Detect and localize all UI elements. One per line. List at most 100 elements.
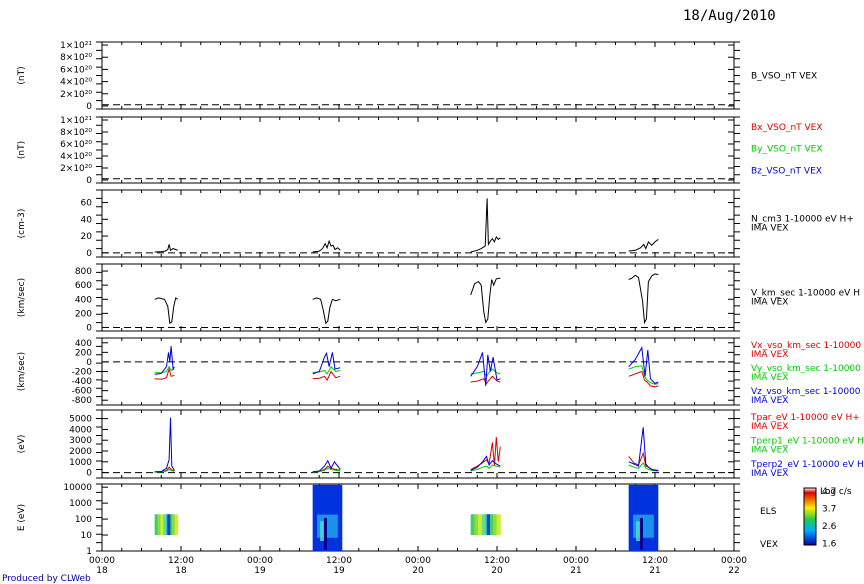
x-tick-label-day: 19 bbox=[254, 566, 266, 576]
spectrogram-region bbox=[320, 521, 326, 542]
legend-label: IMA VEX bbox=[751, 373, 788, 383]
legend-label: IMA VEX bbox=[751, 469, 788, 479]
y-tick-label: 60 bbox=[81, 199, 93, 209]
x-tick-label-time: 12:00 bbox=[484, 556, 510, 566]
x-tick-label-day: 18 bbox=[175, 566, 187, 576]
y-tick-label: 40 bbox=[81, 215, 93, 225]
spectrogram-region bbox=[478, 514, 483, 536]
x-tick-label-time: 00:00 bbox=[721, 556, 747, 566]
spectrogram-block bbox=[154, 514, 179, 536]
y-axis-label: (cm-3) bbox=[17, 209, 27, 239]
panel-3: (cm-3) 0 20 40 60 N_cm3 1-10000 eV H+IMA VEX bbox=[17, 189, 854, 259]
x-tick-label-day: 21 bbox=[570, 566, 581, 576]
spectrogram-region bbox=[167, 514, 171, 536]
legend-label: Bz_VSO_nT VEX bbox=[751, 166, 822, 176]
series-line-red bbox=[470, 375, 501, 385]
legend-label: VEX bbox=[760, 540, 778, 550]
y-tick-label: 0 bbox=[86, 102, 92, 112]
spectrogram-region bbox=[639, 517, 643, 550]
legend-label: Tperp2_eV 1-10000 eV H+ bbox=[750, 460, 864, 470]
spectrogram-region bbox=[489, 514, 494, 536]
y-tick-label: 0 bbox=[86, 358, 92, 368]
y-tick-label: 20 bbox=[81, 232, 93, 242]
credit-text: Produced by CLWeb bbox=[2, 574, 91, 584]
x-tick-label-day: 22 bbox=[728, 566, 739, 576]
y-tick-label: -200 bbox=[72, 368, 93, 378]
series-line-black bbox=[470, 277, 501, 324]
legend-label: Vy_vso_km_sec 1-10000 bbox=[751, 364, 861, 374]
series-line-green bbox=[628, 365, 659, 385]
y-tick-label: -800 bbox=[72, 396, 93, 406]
panel-4: (km/sec) 0 200 400 600 800 V_km_sec 1-10000 eV… bbox=[17, 263, 860, 333]
series-line-red bbox=[628, 370, 659, 388]
colorbar-tick-label: 4.7 bbox=[822, 487, 836, 497]
y-tick-label: 400 bbox=[75, 295, 92, 305]
chart-title: 18/Aug/2010 bbox=[683, 8, 776, 24]
y-tick-label: 3000 bbox=[69, 436, 92, 446]
x-tick-label-time: 12:00 bbox=[168, 556, 194, 566]
panels: (nT) 0 2×10²⁰ 4×10²⁰ 6×10²⁰ 8×10²⁰ 1×10²¹ B_VSO… bbox=[17, 41, 864, 557]
legend-label: Vx_vso_km_sec 1-10000 bbox=[751, 341, 861, 351]
y-tick-label: 100 bbox=[75, 515, 92, 525]
series-line-black bbox=[154, 297, 178, 325]
spectrogram-region bbox=[486, 514, 490, 536]
spectrogram-region bbox=[171, 514, 176, 536]
x-tick-label-time: 00:00 bbox=[89, 556, 115, 566]
y-tick-label: 6×10²⁰ bbox=[60, 65, 92, 75]
series-line-red bbox=[628, 451, 659, 471]
series-line-black bbox=[628, 239, 659, 252]
panel-frame bbox=[101, 116, 735, 184]
x-tick-label-day: 18 bbox=[96, 566, 108, 576]
legend-label: IMA VEX bbox=[751, 445, 788, 455]
series-line-green bbox=[628, 461, 659, 472]
legend-label: IMA VEX bbox=[751, 422, 788, 432]
legend-label: N_cm3 1-10000 eV H+ bbox=[751, 215, 854, 225]
y-tick-label: 8×10²⁰ bbox=[60, 53, 92, 63]
series-line-red bbox=[154, 367, 175, 380]
panel-frame bbox=[101, 41, 735, 110]
y-tick-label: 4000 bbox=[69, 425, 92, 435]
spectrogram-region bbox=[157, 514, 161, 536]
spectrogram-block bbox=[312, 484, 343, 551]
spectrogram-block bbox=[470, 514, 501, 536]
series-line-red bbox=[470, 436, 501, 470]
series-line-blue bbox=[470, 455, 501, 471]
colorbar: Log c/s4.7 3.7 2.6 1.6 bbox=[803, 487, 852, 550]
series-line-blue bbox=[312, 351, 341, 375]
legend-label: Vz_vso_km_sec 1-10000 bbox=[751, 387, 861, 397]
colorbar-tick-label: 2.6 bbox=[822, 522, 837, 532]
y-tick-label: 6×10²⁰ bbox=[60, 140, 92, 150]
y-tick-label: 4×10²⁰ bbox=[60, 78, 92, 88]
y-axis-label: (km/sec) bbox=[17, 278, 27, 317]
series-line-black bbox=[312, 239, 341, 253]
x-axis: 00:001812:001800:001912:001900:002012:00… bbox=[89, 556, 747, 576]
x-tick-label-time: 12:00 bbox=[326, 556, 352, 566]
legend-label: B_VSO_nT VEX bbox=[751, 72, 817, 82]
panel-frame bbox=[101, 263, 735, 332]
panel-frame bbox=[101, 337, 735, 406]
y-tick-label: 10 bbox=[81, 531, 93, 541]
legend-label: IMA VEX bbox=[751, 350, 788, 360]
legend-label: Bx_VSO_nT VEX bbox=[751, 123, 823, 133]
spectrogram-region bbox=[169, 514, 173, 536]
y-tick-label: 1000 bbox=[69, 499, 92, 509]
y-axis-label: (km/sec) bbox=[17, 352, 27, 391]
legend-label: IMA VEX bbox=[751, 298, 788, 308]
y-tick-label: 200 bbox=[75, 348, 92, 358]
x-tick-label-day: 20 bbox=[491, 566, 503, 576]
spectrogram-region bbox=[154, 514, 159, 536]
series-line-blue bbox=[470, 352, 501, 386]
y-tick-label: 800 bbox=[75, 267, 92, 277]
colorbar-tick-label: 3.7 bbox=[822, 505, 836, 515]
x-tick-label-time: 00:00 bbox=[563, 556, 589, 566]
y-tick-label: 1×10²¹ bbox=[60, 116, 92, 126]
colorbar-tick-label: 1.6 bbox=[822, 540, 837, 550]
series-line-blue bbox=[154, 417, 175, 473]
y-axis-label: (nT) bbox=[17, 66, 27, 84]
y-tick-label: 10000 bbox=[63, 483, 92, 493]
y-tick-label: 2×10²⁰ bbox=[60, 90, 92, 100]
x-tick-label-time: 00:00 bbox=[247, 556, 273, 566]
